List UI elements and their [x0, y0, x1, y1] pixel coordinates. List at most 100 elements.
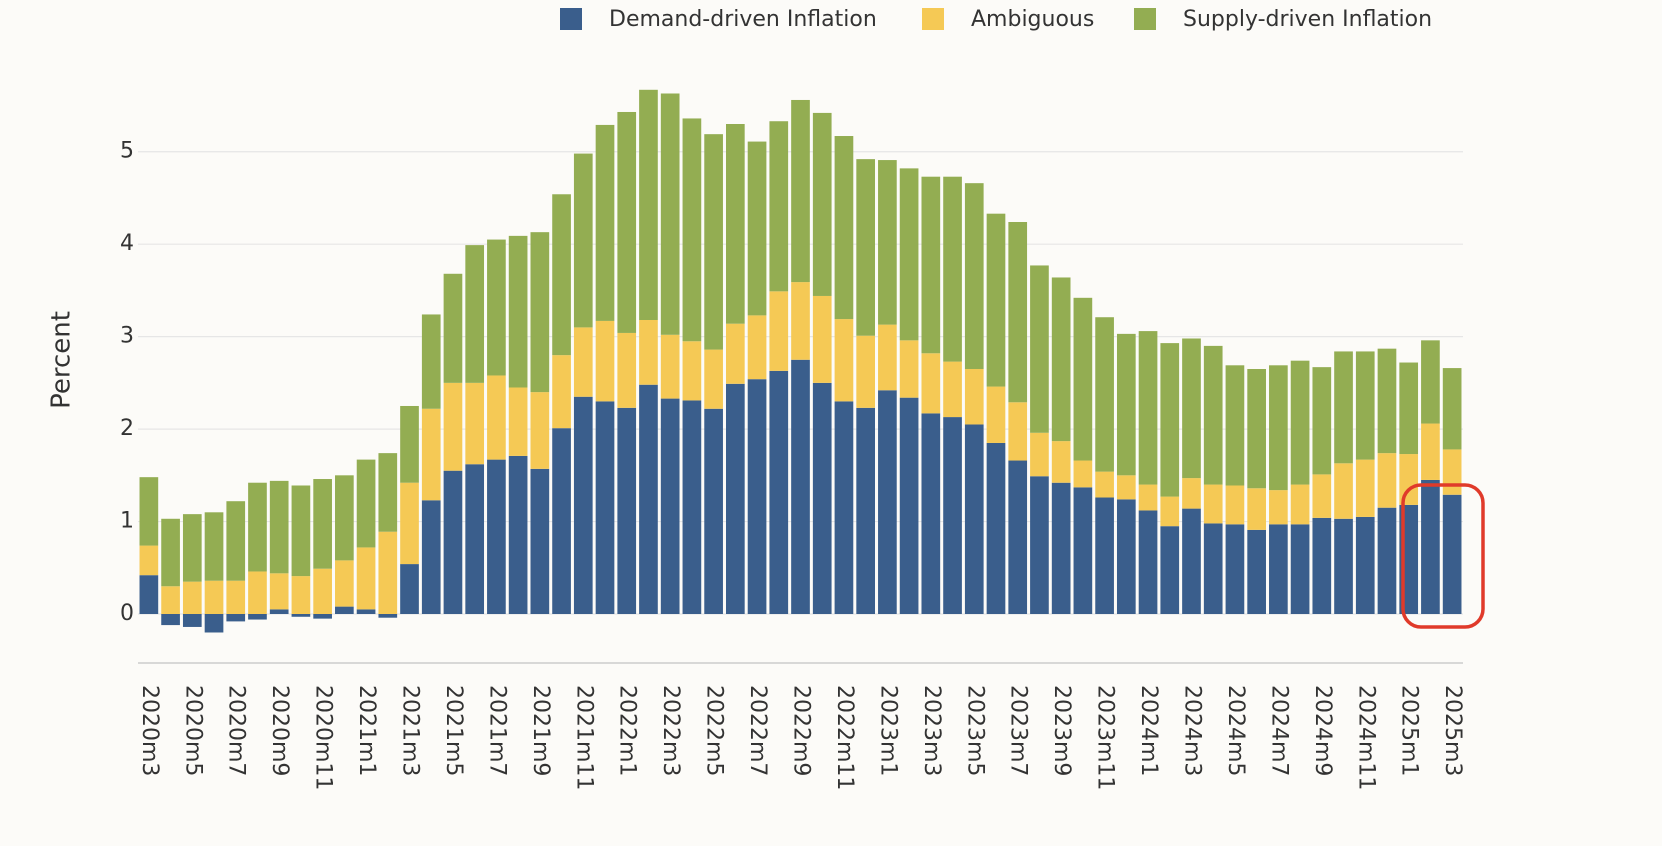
bar-segment: [552, 194, 571, 356]
bar-segment: [769, 291, 789, 371]
bar-segment: [856, 335, 876, 408]
bar-segment: [248, 482, 267, 572]
bar-segment: [1160, 526, 1180, 614]
bar-segment: [335, 560, 354, 607]
x-tick-label: 2020m7: [224, 685, 249, 776]
bar-segment: [530, 232, 550, 393]
y-tick-label: 4: [120, 231, 134, 256]
bar-segment: [921, 353, 941, 414]
x-tick-label: 2024m9: [1310, 685, 1335, 776]
bar-segment: [465, 464, 485, 614]
bar-segment: [487, 239, 506, 376]
bar-segment: [530, 468, 550, 614]
bar-segment: [1203, 523, 1223, 614]
bar-segment: [704, 349, 723, 409]
bar-segment: [226, 614, 246, 622]
bar-segment: [899, 397, 919, 614]
x-tick-label: 2024m11: [1353, 685, 1378, 790]
bar-segment: [595, 401, 615, 614]
bar-segment: [1377, 453, 1397, 508]
bar-segment: [1116, 333, 1136, 476]
bar-segment: [508, 235, 528, 388]
bar-segment: [291, 614, 311, 617]
y-tick-label: 1: [120, 509, 134, 534]
bar-segment: [682, 400, 702, 614]
bar-segment: [1095, 317, 1114, 472]
bar-segment: [139, 477, 159, 546]
bar-segment: [1008, 460, 1028, 614]
y-tick-label: 2: [120, 416, 134, 441]
x-tick-label: 2021m11: [571, 685, 596, 790]
bar-segment: [834, 401, 854, 614]
bar-segment: [1334, 351, 1353, 464]
bar-segment: [1160, 343, 1180, 497]
x-tick-label: 2024m7: [1266, 685, 1291, 776]
bar-segment: [1182, 338, 1201, 479]
bar-segment: [573, 396, 593, 614]
x-tick-label: 2021m1: [354, 685, 379, 776]
bar-segment: [291, 485, 311, 577]
bar-segment: [682, 118, 702, 342]
bar-segment: [1203, 345, 1223, 485]
bar-segment: [1290, 524, 1310, 614]
bar-segment: [878, 390, 897, 614]
bar-segment: [769, 370, 789, 614]
legend-label: Supply-driven Inflation: [1183, 7, 1432, 32]
bar-segment: [986, 386, 1006, 443]
bar-segment: [400, 405, 419, 483]
bar-segment: [313, 568, 332, 614]
bar-segment: [660, 398, 680, 614]
bar-segment: [1334, 518, 1353, 614]
x-tick-label: 2020m5: [180, 685, 205, 776]
bar-segment: [226, 580, 246, 614]
x-tick-label: 2022m1: [615, 685, 640, 776]
bar-segment: [1399, 362, 1419, 455]
bar-segment: [1355, 351, 1375, 460]
bar-segment: [1073, 487, 1093, 614]
bar-segment: [639, 320, 658, 385]
bar-segment: [1182, 478, 1201, 509]
bar-segment: [465, 382, 485, 465]
bar-segment: [834, 319, 854, 402]
bar-segment: [573, 327, 593, 397]
bar-segment: [943, 176, 962, 362]
x-tick-label: 2024m3: [1179, 685, 1204, 776]
bar-segment: [356, 459, 376, 548]
bar-segment: [964, 183, 984, 369]
bar-segment: [269, 573, 289, 610]
bar-segment: [834, 136, 854, 320]
bar-segment: [1073, 460, 1093, 488]
bar-segment: [704, 134, 723, 350]
bar-segment: [291, 576, 311, 614]
x-tick-label: 2020m9: [267, 685, 292, 776]
bar-segment: [487, 459, 506, 614]
bar-segment: [400, 482, 419, 565]
bar-segment: [378, 614, 398, 618]
bar-segment: [1138, 484, 1158, 511]
bar-segment: [943, 417, 962, 614]
bar-segment: [791, 99, 810, 283]
bar-segment: [269, 480, 289, 574]
x-tick-label: 2023m3: [919, 685, 944, 776]
bar-segment: [1377, 348, 1397, 454]
bar-segment: [1355, 459, 1375, 517]
bar-segment: [986, 213, 1006, 387]
bar-segment: [1442, 368, 1462, 450]
bar-segment: [508, 387, 528, 456]
bar-segment: [356, 547, 376, 610]
bar-segment: [964, 424, 984, 614]
x-tick-label: 2023m7: [1006, 685, 1031, 776]
bar-segment: [769, 121, 789, 292]
bar-segment: [443, 273, 463, 383]
legend-label: Demand-driven Inflation: [609, 7, 877, 32]
bar-segment: [660, 334, 680, 399]
bar-segment: [1030, 432, 1049, 477]
bar-segment: [639, 89, 658, 320]
bar-segment: [1312, 474, 1332, 518]
bar-segment: [443, 382, 463, 471]
bar-segment: [812, 382, 832, 614]
bar-segment: [204, 580, 224, 614]
x-tick-label: 2022m11: [832, 685, 857, 790]
bar-segment: [791, 359, 810, 614]
bar-segment: [595, 320, 615, 402]
